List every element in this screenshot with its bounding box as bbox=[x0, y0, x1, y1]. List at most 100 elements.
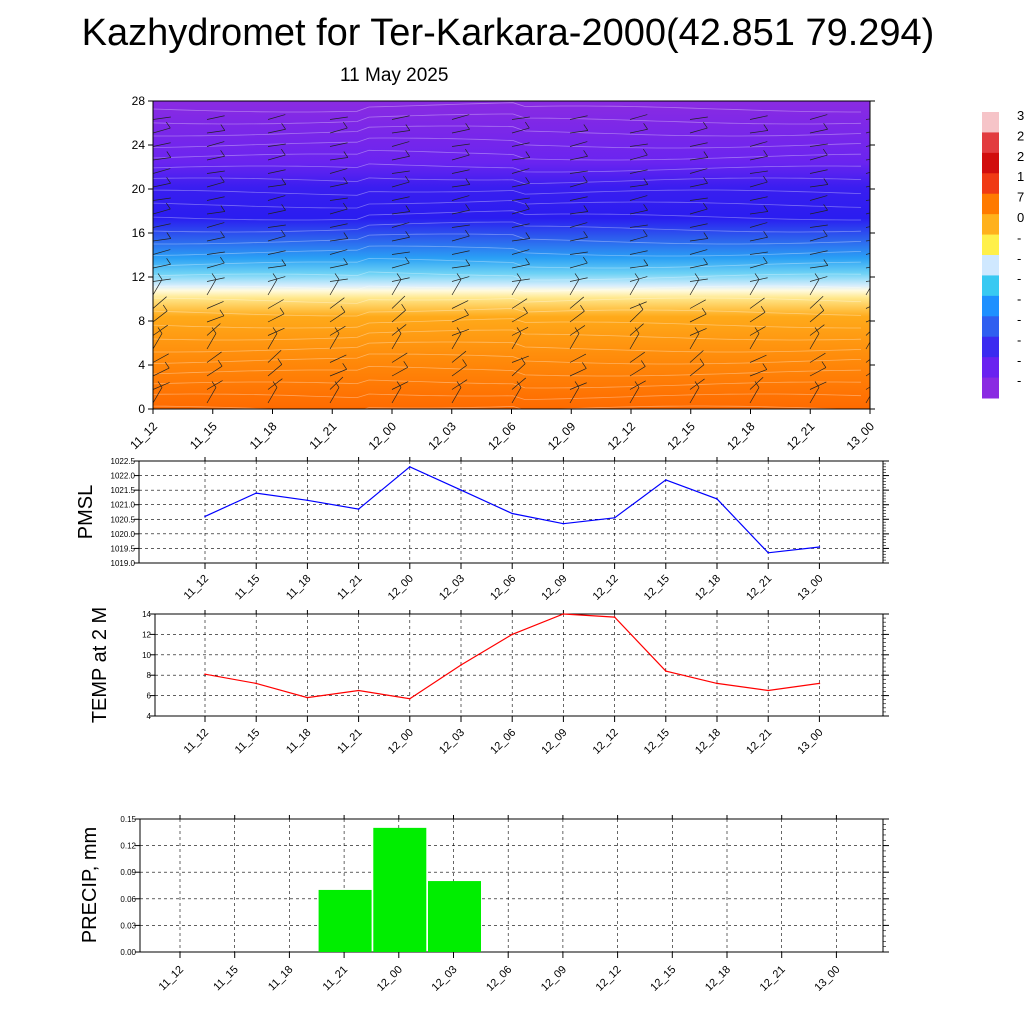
wind-barb bbox=[267, 114, 286, 120]
wind-barb bbox=[569, 353, 587, 363]
wind-barb bbox=[865, 327, 875, 350]
wind-barb-feather bbox=[281, 123, 286, 130]
wind-barb bbox=[206, 256, 225, 269]
wind-barb-shaft bbox=[391, 130, 410, 134]
wind-barb bbox=[451, 350, 467, 363]
wind-barb-feather bbox=[643, 229, 648, 237]
wind-barb bbox=[267, 259, 287, 269]
wind-barb bbox=[629, 327, 640, 350]
wind-barb-shaft bbox=[749, 376, 764, 390]
wind-barb bbox=[267, 143, 286, 147]
wind-barb-shaft bbox=[689, 197, 708, 201]
wind-barb-shaft bbox=[153, 197, 171, 201]
wind-barb bbox=[809, 195, 828, 201]
wind-barb-shaft bbox=[329, 311, 346, 323]
colorbar-segment bbox=[982, 295, 999, 317]
wind-barb-shaft bbox=[511, 168, 530, 174]
wind-barb bbox=[153, 278, 171, 282]
wind-barb-shaft bbox=[865, 341, 870, 350]
wind-barb-shaft bbox=[865, 199, 870, 201]
wind-barb-shaft bbox=[689, 328, 707, 336]
precip-y-tick-label: 0.15 bbox=[120, 815, 136, 824]
wind-barb bbox=[629, 114, 648, 120]
wind-barb-feather bbox=[643, 148, 648, 156]
wind-barb-feather bbox=[823, 229, 828, 237]
wind-barb-shaft bbox=[267, 364, 283, 377]
wind-barb bbox=[451, 178, 471, 188]
pmsl-y-tick-label: 1020.0 bbox=[111, 530, 136, 539]
wind-barb-shaft bbox=[809, 184, 828, 188]
wind-barb-shaft bbox=[689, 142, 708, 147]
wind-barb-shaft bbox=[809, 333, 820, 350]
wind-barb-feather bbox=[880, 151, 884, 157]
wind-barb-shaft bbox=[511, 387, 522, 404]
cross-section-x-tick-label: 12_12 bbox=[605, 419, 639, 453]
wind-barb bbox=[153, 142, 171, 147]
wind-barb-shaft bbox=[451, 279, 462, 296]
wind-barb-feather bbox=[643, 123, 648, 130]
wind-barb-feather bbox=[879, 203, 883, 209]
wind-barb bbox=[206, 273, 217, 296]
wind-barb-feather bbox=[814, 381, 820, 388]
wind-barb-shaft bbox=[267, 279, 278, 296]
pmsl-x-tick-label: 12_09 bbox=[539, 573, 569, 603]
wind-barb bbox=[206, 222, 225, 228]
colorbar-label: 2 bbox=[1017, 128, 1024, 143]
wind-barb bbox=[329, 354, 347, 363]
wind-barb bbox=[749, 205, 769, 215]
wind-barb bbox=[391, 150, 410, 161]
wind-barb-feather bbox=[166, 151, 172, 158]
wind-barb bbox=[865, 358, 870, 363]
wind-barb bbox=[569, 296, 585, 309]
wind-barb bbox=[153, 116, 171, 120]
colorbar-segment bbox=[982, 173, 999, 195]
wind-barb-shaft bbox=[511, 377, 527, 390]
wind-barb-feather bbox=[343, 151, 349, 158]
wind-barb bbox=[749, 297, 765, 309]
wind-barb bbox=[511, 258, 530, 269]
temp-point bbox=[767, 689, 769, 692]
wind-barb-shaft bbox=[689, 263, 708, 269]
wind-barb-shaft bbox=[749, 155, 768, 161]
colorbar-label: - bbox=[1017, 373, 1021, 388]
wind-barb-feather bbox=[343, 121, 348, 129]
wind-barb bbox=[153, 361, 170, 377]
wind-barb-feather bbox=[814, 273, 820, 280]
wind-barb-shaft bbox=[809, 265, 828, 269]
wind-barb bbox=[629, 273, 640, 296]
temp-x-tick-label: 11_12 bbox=[182, 727, 212, 757]
wind-barb-shaft bbox=[511, 355, 529, 363]
wind-barb-feather bbox=[871, 327, 875, 333]
pmsl-y-tick-label: 1019.0 bbox=[111, 559, 136, 568]
wind-barb-shaft bbox=[629, 235, 648, 242]
wind-barb-feather bbox=[879, 309, 883, 315]
wind-barb bbox=[865, 395, 870, 404]
wind-barb-shaft bbox=[749, 262, 768, 269]
wind-barb-shaft bbox=[629, 380, 646, 390]
wind-barb-feather bbox=[220, 205, 226, 212]
wind-barb bbox=[451, 204, 470, 215]
wind-barb bbox=[206, 327, 217, 350]
wind-barb bbox=[629, 148, 648, 161]
temp-point bbox=[613, 616, 616, 618]
cross-section-field bbox=[153, 101, 870, 409]
wind-barb bbox=[689, 177, 708, 188]
temp-point bbox=[460, 664, 462, 666]
wind-barb bbox=[689, 232, 709, 242]
pmsl-point bbox=[306, 499, 309, 502]
pmsl-x-tick-label: 12_18 bbox=[693, 573, 723, 603]
wind-barb-shaft bbox=[809, 154, 828, 161]
wind-barb bbox=[689, 197, 708, 201]
wind-barb bbox=[153, 324, 168, 336]
cross-section-x-tick-label: 11_18 bbox=[247, 419, 280, 452]
wind-barb bbox=[569, 124, 589, 134]
wind-barb-shaft bbox=[629, 309, 644, 323]
wind-barb bbox=[267, 148, 286, 161]
wind-barb-shaft bbox=[569, 333, 580, 350]
wind-barb-shaft bbox=[569, 170, 588, 174]
wind-barb bbox=[809, 352, 826, 363]
wind-barb-feather bbox=[583, 256, 588, 264]
wind-barb-shaft bbox=[865, 331, 870, 336]
wind-barb-feather bbox=[343, 258, 348, 265]
wind-barb-shaft bbox=[329, 238, 348, 242]
